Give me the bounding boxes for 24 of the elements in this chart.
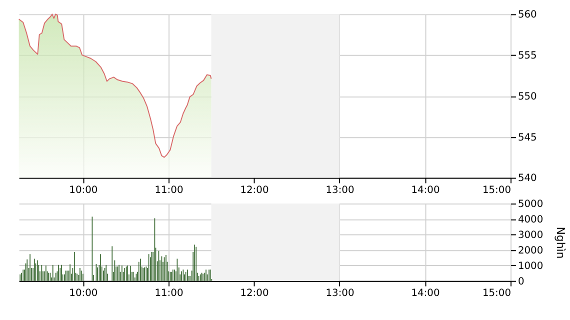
y-tick-label: 1000	[518, 260, 544, 272]
y-tick-label: 550	[518, 91, 537, 102]
y-tick-label: 545	[518, 132, 537, 144]
x-tick-label: 12:00	[240, 288, 269, 300]
y-tick-label: 0	[518, 276, 524, 288]
y-tick-label: 555	[518, 50, 537, 62]
y-tick-label: 540	[518, 173, 537, 184]
x-tick-label: 11:00	[154, 185, 184, 196]
y-tick-label: 5000	[518, 199, 544, 210]
x-tick-label: 10:00	[69, 185, 98, 196]
y-tick-label: 2000	[518, 245, 544, 256]
x-tick-label: 13:00	[326, 185, 354, 196]
y-tick-label: 560	[518, 10, 537, 21]
x-tick-label: 10:00	[69, 288, 98, 300]
x-tick-label: 11:00	[154, 288, 184, 300]
x-tick-label: 13:00	[326, 288, 354, 300]
x-tick-label: 14:00	[411, 288, 440, 300]
x-tick-label: 14:00	[411, 185, 440, 196]
x-tick-label: 15:00	[482, 288, 512, 300]
y-tick-label: 4000	[518, 214, 544, 226]
x-tick-label: 15:00	[482, 185, 512, 196]
y-axis-title: Nghìn	[554, 226, 568, 259]
y-tick-label: 3000	[518, 230, 544, 241]
x-tick-label: 12:00	[240, 185, 269, 196]
